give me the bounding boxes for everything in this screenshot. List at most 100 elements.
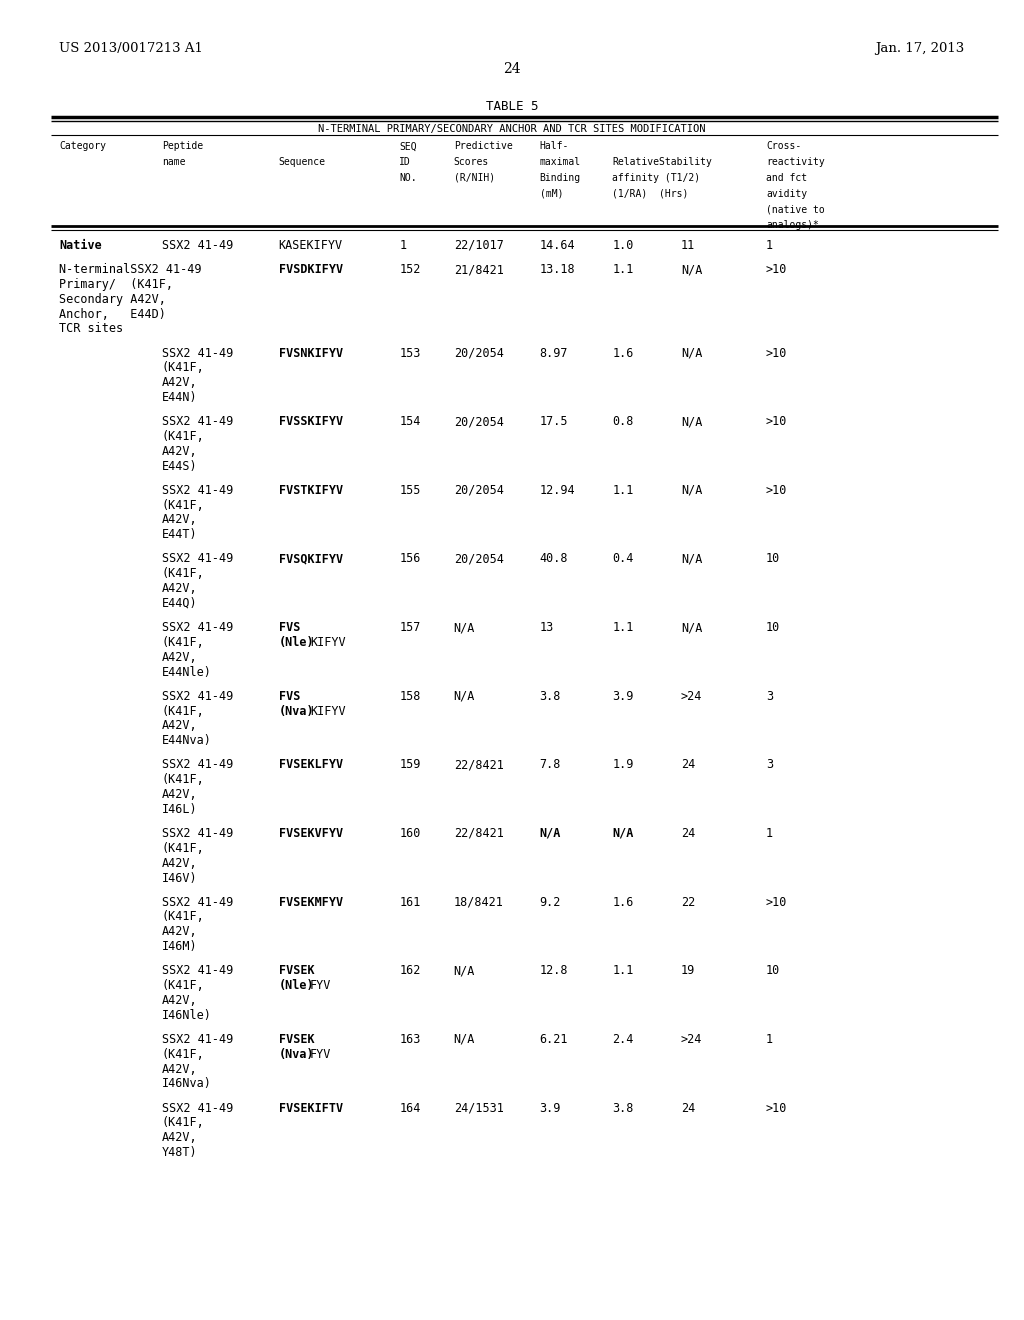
Text: FVS: FVS	[279, 690, 300, 702]
Text: and fct: and fct	[766, 173, 807, 183]
Text: SSX2 41-49: SSX2 41-49	[162, 1102, 233, 1114]
Text: 22: 22	[681, 896, 695, 908]
Text: I46V): I46V)	[162, 871, 198, 884]
Text: TCR sites: TCR sites	[59, 322, 124, 335]
Text: 1: 1	[766, 828, 773, 840]
Text: Category: Category	[59, 141, 106, 152]
Text: 1.6: 1.6	[612, 347, 634, 359]
Text: E44N): E44N)	[162, 391, 198, 404]
Text: Predictive: Predictive	[454, 141, 512, 152]
Text: A42V,: A42V,	[162, 582, 198, 595]
Text: FVSTKIFYV: FVSTKIFYV	[279, 484, 343, 496]
Text: RelativeStability: RelativeStability	[612, 157, 713, 168]
Text: 3.9: 3.9	[612, 690, 634, 702]
Text: 24: 24	[681, 828, 695, 840]
Text: 3: 3	[766, 690, 773, 702]
Text: 161: 161	[399, 896, 421, 908]
Text: 14.64: 14.64	[540, 239, 575, 252]
Text: N/A: N/A	[681, 553, 702, 565]
Text: FYV: FYV	[310, 1048, 332, 1061]
Text: (K41F,: (K41F,	[162, 636, 205, 649]
Text: 13.18: 13.18	[540, 263, 575, 276]
Text: 0.4: 0.4	[612, 553, 634, 565]
Text: SEQ: SEQ	[399, 141, 417, 152]
Text: analogs)*: analogs)*	[766, 220, 819, 231]
Text: 157: 157	[399, 622, 421, 634]
Text: maximal: maximal	[540, 157, 581, 168]
Text: N/A: N/A	[681, 347, 702, 359]
Text: 22/8421: 22/8421	[454, 759, 504, 771]
Text: 159: 159	[399, 759, 421, 771]
Text: 17.5: 17.5	[540, 416, 568, 428]
Text: Y48T): Y48T)	[162, 1146, 198, 1159]
Text: >10: >10	[766, 896, 787, 908]
Text: 1.6: 1.6	[612, 896, 634, 908]
Text: SSX2 41-49: SSX2 41-49	[162, 965, 233, 977]
Text: Secondary A42V,: Secondary A42V,	[59, 293, 166, 306]
Text: 12.8: 12.8	[540, 965, 568, 977]
Text: (R/NIH): (R/NIH)	[454, 173, 495, 183]
Text: 160: 160	[399, 828, 421, 840]
Text: (Nva): (Nva)	[279, 705, 314, 718]
Text: >10: >10	[766, 1102, 787, 1114]
Text: 12.94: 12.94	[540, 484, 575, 496]
Text: 8.97: 8.97	[540, 347, 568, 359]
Text: (native to: (native to	[766, 205, 824, 215]
Text: 20/2054: 20/2054	[454, 416, 504, 428]
Text: E44S): E44S)	[162, 459, 198, 473]
Text: 1.1: 1.1	[612, 622, 634, 634]
Text: (K41F,: (K41F,	[162, 774, 205, 787]
Text: (K41F,: (K41F,	[162, 430, 205, 444]
Text: NO.: NO.	[399, 173, 417, 183]
Text: SSX2 41-49: SSX2 41-49	[162, 622, 233, 634]
Text: A42V,: A42V,	[162, 719, 198, 733]
Text: (K41F,: (K41F,	[162, 499, 205, 512]
Text: SSX2 41-49: SSX2 41-49	[162, 1034, 233, 1045]
Text: (K41F,: (K41F,	[162, 911, 205, 924]
Text: Scores: Scores	[454, 157, 488, 168]
Text: 1.1: 1.1	[612, 484, 634, 496]
Text: (Nva): (Nva)	[279, 1048, 314, 1061]
Text: A42V,: A42V,	[162, 1131, 198, 1144]
Text: 10: 10	[766, 553, 780, 565]
Text: (K41F,: (K41F,	[162, 979, 205, 993]
Text: A42V,: A42V,	[162, 788, 198, 801]
Text: FVSNKIFYV: FVSNKIFYV	[279, 347, 343, 359]
Text: N/A: N/A	[612, 828, 634, 840]
Text: FVSDKIFYV: FVSDKIFYV	[279, 263, 343, 276]
Text: FVSEK: FVSEK	[279, 1034, 314, 1045]
Text: KASEKIFYV: KASEKIFYV	[279, 239, 343, 252]
Text: 1: 1	[766, 239, 773, 252]
Text: name: name	[162, 157, 185, 168]
Text: >10: >10	[766, 416, 787, 428]
Text: 2.4: 2.4	[612, 1034, 634, 1045]
Text: 20/2054: 20/2054	[454, 553, 504, 565]
Text: 10: 10	[766, 622, 780, 634]
Text: (K41F,: (K41F,	[162, 1048, 205, 1061]
Text: 9.2: 9.2	[540, 896, 561, 908]
Text: (Nle): (Nle)	[279, 636, 314, 649]
Text: E44Q): E44Q)	[162, 597, 198, 610]
Text: Sequence: Sequence	[279, 157, 326, 168]
Text: 40.8: 40.8	[540, 553, 568, 565]
Text: 3.8: 3.8	[540, 690, 561, 702]
Text: Jan. 17, 2013: Jan. 17, 2013	[876, 42, 965, 55]
Text: 154: 154	[399, 416, 421, 428]
Text: A42V,: A42V,	[162, 994, 198, 1007]
Text: FVS: FVS	[279, 622, 300, 634]
Text: I46Nva): I46Nva)	[162, 1077, 212, 1090]
Text: 20/2054: 20/2054	[454, 347, 504, 359]
Text: Native: Native	[59, 239, 102, 252]
Text: 24: 24	[503, 62, 521, 77]
Text: SSX2 41-49: SSX2 41-49	[162, 896, 233, 908]
Text: 22/8421: 22/8421	[454, 828, 504, 840]
Text: 3.8: 3.8	[612, 1102, 634, 1114]
Text: 162: 162	[399, 965, 421, 977]
Text: avidity: avidity	[766, 189, 807, 199]
Text: 18/8421: 18/8421	[454, 896, 504, 908]
Text: 158: 158	[399, 690, 421, 702]
Text: 7.8: 7.8	[540, 759, 561, 771]
Text: A42V,: A42V,	[162, 1063, 198, 1076]
Text: 155: 155	[399, 484, 421, 496]
Text: 164: 164	[399, 1102, 421, 1114]
